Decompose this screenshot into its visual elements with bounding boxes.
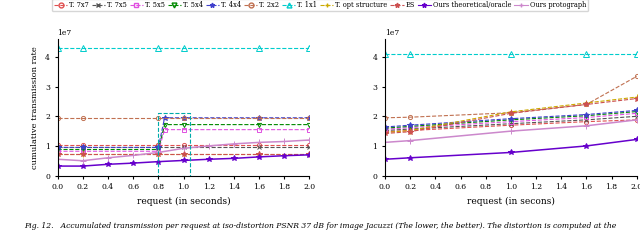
Text: a): a) (179, 230, 188, 231)
X-axis label: request (in seconds): request (in seconds) (137, 197, 230, 206)
Y-axis label: cumulative transmission rate: cumulative transmission rate (31, 46, 40, 169)
Legend: T. 7x7, T. 7x5, T. 5x5, T. 5x4, T. 4x4, T. 2x2, T. 1x1, T. opt structure, ES, Ou: T. 7x7, T. 7x5, T. 5x5, T. 5x4, T. 4x4, … (52, 0, 588, 11)
Text: b): b) (506, 230, 516, 231)
Bar (158, 113, 190, 176)
Text: Fig. 12.   Accumulated transmission per request at iso-distortion PSNR 37 dB for: Fig. 12. Accumulated transmission per re… (24, 222, 616, 230)
X-axis label: request (in secons): request (in secons) (467, 197, 555, 206)
